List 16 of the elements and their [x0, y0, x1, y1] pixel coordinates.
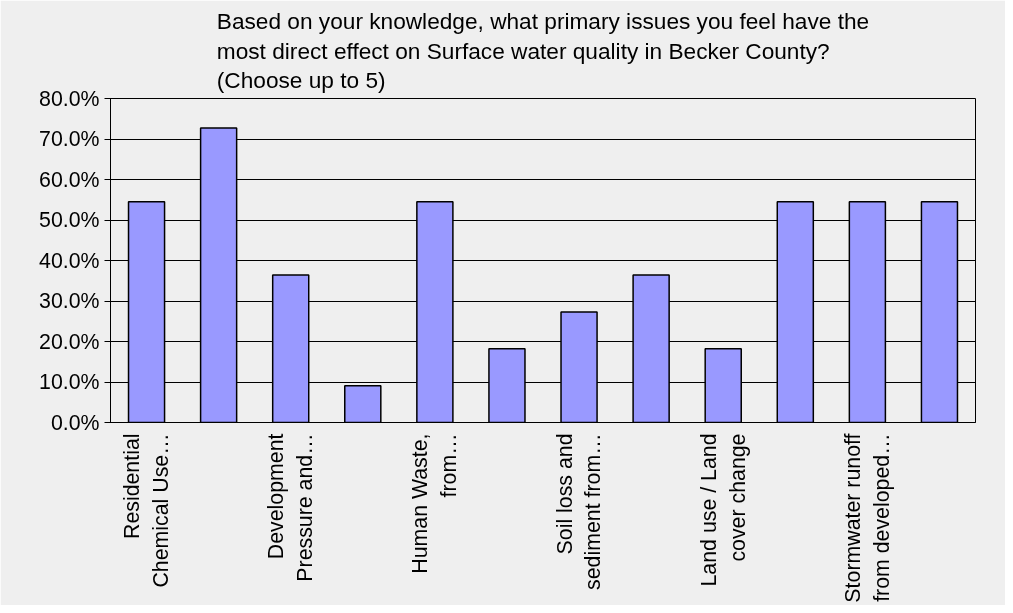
- y-tick-label: 80.0%: [39, 86, 100, 111]
- x-tick-label: Development Pressure and…: [264, 433, 318, 582]
- x-tick-label: Land use / Land cover change: [696, 433, 750, 587]
- x-tick-label: Human Waste, from…: [408, 433, 462, 574]
- y-tick-label: 20.0%: [39, 329, 100, 354]
- y-tick-label: 0.0%: [50, 410, 100, 435]
- x-tick-label: Stormwater runoff from developed…: [840, 433, 894, 603]
- y-tick-label: 70.0%: [39, 127, 100, 151]
- y-tick-label: 10.0%: [39, 370, 100, 394]
- x-tick-label: Soil loss and sediment from…: [552, 433, 606, 590]
- y-tick-label: 30.0%: [39, 289, 100, 313]
- chart-title: Based on your knowledge, what primary issues you feel have the most direct effect on Surface water quality in Becker County? (Choose up to 5): [216, 7, 870, 94]
- y-tick-label: 40.0%: [39, 248, 100, 273]
- y-tick-label: 50.0%: [39, 208, 100, 232]
- x-tick-label: Residential Chemical Use…: [120, 433, 173, 588]
- y-tick-label: 60.0%: [39, 167, 100, 192]
